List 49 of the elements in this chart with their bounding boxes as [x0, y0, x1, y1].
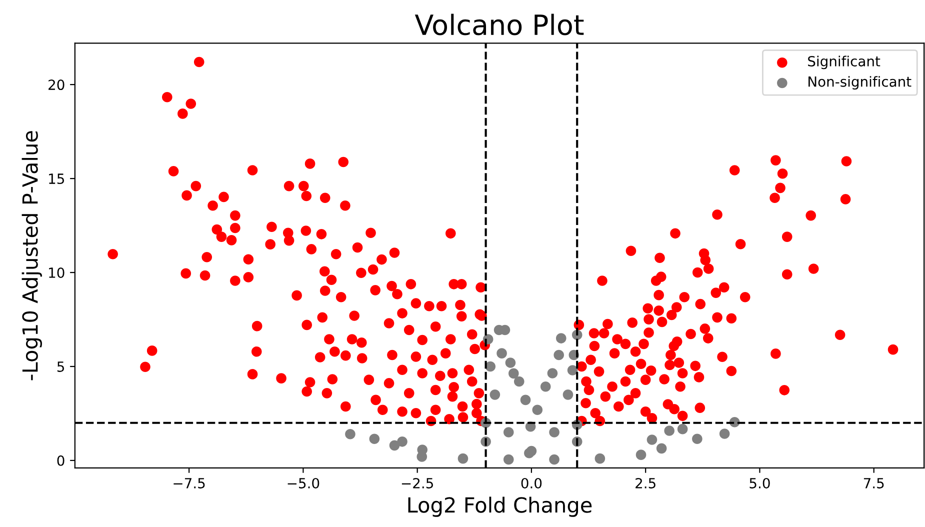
point: [549, 427, 560, 438]
point: [567, 365, 578, 376]
y-axis-title: -Log10 Adjusted P-Value: [22, 131, 42, 380]
point: [532, 404, 543, 416]
point: [496, 348, 507, 358]
x-tick-label: −2.5: [402, 478, 433, 488]
y-tick-label: 0: [57, 455, 64, 466]
point: [503, 454, 514, 465]
point: [520, 394, 531, 406]
point: [490, 390, 500, 400]
point: [547, 368, 558, 378]
point: [540, 381, 551, 392]
point: [526, 446, 537, 456]
point: [556, 333, 566, 344]
point: [505, 358, 516, 368]
point: [508, 368, 519, 379]
legend-label: Non-significant: [808, 76, 912, 90]
point: [458, 453, 468, 464]
point: [656, 443, 667, 454]
y-tick-label: 5: [57, 362, 64, 372]
point: [554, 350, 564, 360]
x-tick-label: 2.5: [636, 478, 656, 488]
point: [677, 424, 688, 434]
x-tick-label: 5.0: [750, 478, 770, 488]
point: [646, 434, 658, 445]
point: [369, 434, 380, 444]
x-tick-label: 0.0: [521, 478, 542, 488]
point: [549, 454, 560, 465]
point: [719, 428, 730, 439]
point: [503, 427, 514, 438]
point: [514, 376, 524, 387]
y-tick-label: 10: [49, 267, 64, 278]
x-tick-label: 7.5: [864, 478, 884, 488]
y-tick-label: 20: [48, 80, 64, 90]
x-tick-label: −7.5: [174, 478, 205, 488]
chart-title: Volcano Plot: [414, 14, 584, 36]
point: [397, 436, 408, 447]
y-tick-label: 15: [49, 174, 64, 184]
point: [636, 450, 646, 460]
legend-label: Significant: [808, 56, 880, 70]
point: [345, 428, 356, 440]
point: [416, 452, 428, 462]
x-axis-title: Log2 Fold Change: [408, 496, 592, 517]
x-tick-label: −5.0: [288, 478, 320, 488]
point: [664, 426, 674, 436]
point: [389, 440, 400, 451]
point: [594, 453, 606, 464]
point: [562, 390, 574, 400]
point: [692, 434, 702, 444]
